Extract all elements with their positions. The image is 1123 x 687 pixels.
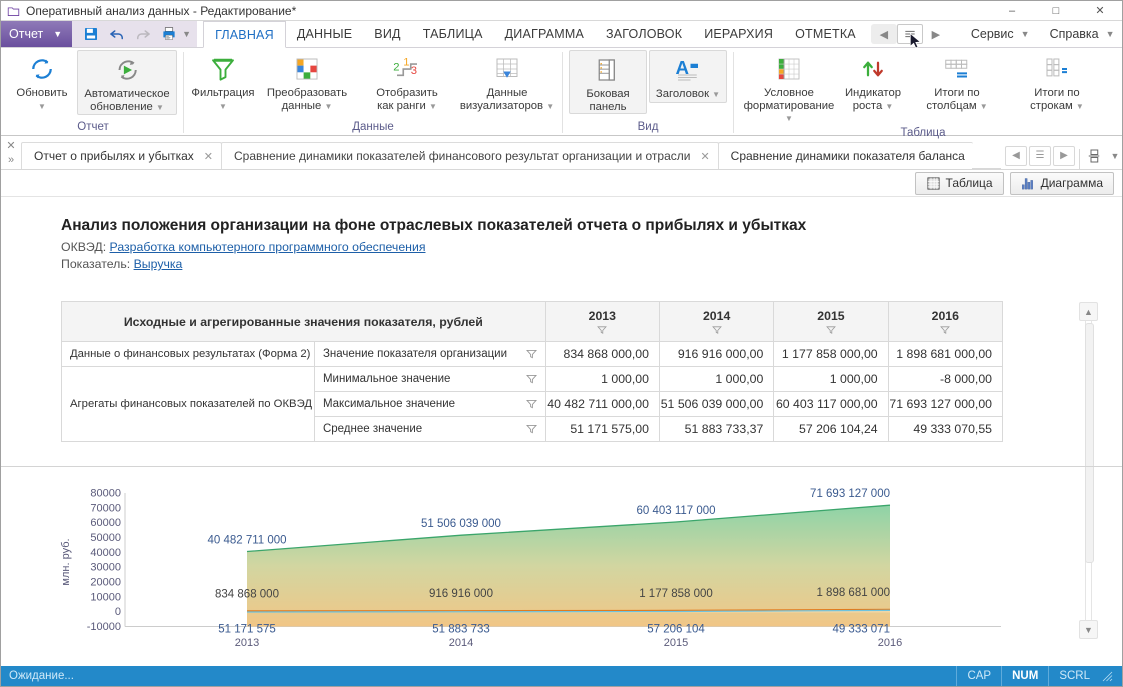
svg-text:1 177 858 000: 1 177 858 000 <box>639 588 713 600</box>
svg-text:40000: 40000 <box>90 547 121 559</box>
svg-text:51 171 575: 51 171 575 <box>218 624 276 636</box>
svg-text:2013: 2013 <box>235 637 259 649</box>
svg-text:71 693 127 000: 71 693 127 000 <box>810 488 890 500</box>
svg-text:50000: 50000 <box>90 532 121 544</box>
svg-text:-10000: -10000 <box>87 621 121 633</box>
svg-text:2016: 2016 <box>878 637 902 649</box>
svg-text:49 333 071: 49 333 071 <box>832 624 890 636</box>
svg-text:60 403 117 000: 60 403 117 000 <box>636 505 715 517</box>
svg-text:2: 2 <box>393 61 399 73</box>
svg-text:млн. руб.: млн. руб. <box>60 538 72 585</box>
svg-text:30000: 30000 <box>90 562 121 574</box>
svg-text:0: 0 <box>115 606 121 618</box>
svg-text:20000: 20000 <box>90 577 121 589</box>
svg-text:2015: 2015 <box>664 637 688 649</box>
svg-text:80000: 80000 <box>90 488 121 500</box>
svg-text:1 898 681 000: 1 898 681 000 <box>816 587 890 599</box>
svg-text:1: 1 <box>403 56 409 68</box>
svg-text:10000: 10000 <box>90 591 121 603</box>
svg-text:70000: 70000 <box>90 502 121 514</box>
svg-text:916 916 000: 916 916 000 <box>429 588 493 600</box>
svg-text:51 506 039 000: 51 506 039 000 <box>421 518 501 530</box>
svg-text:3: 3 <box>411 65 417 77</box>
svg-text:51 883 733: 51 883 733 <box>432 624 490 636</box>
svg-text:40 482 711 000: 40 482 711 000 <box>207 535 286 547</box>
svg-text:834 868 000: 834 868 000 <box>215 588 279 600</box>
svg-text:2014: 2014 <box>449 637 473 649</box>
svg-text:57 206 104: 57 206 104 <box>647 624 705 636</box>
svg-text:60000: 60000 <box>90 517 121 529</box>
